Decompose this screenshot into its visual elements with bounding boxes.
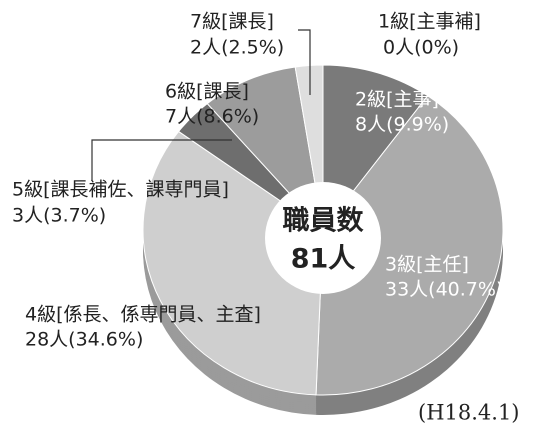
value-label: 3人(3.7%) [12, 205, 106, 227]
slice [315, 95, 504, 396]
value-label: 0人(0%) [383, 37, 459, 59]
slice [206, 66, 324, 232]
category-label: 4級[係長、係専門員、主査] [25, 304, 261, 326]
category-label: 3級[主任] [385, 254, 469, 276]
leader-line [91, 139, 232, 180]
value-label: 7人(8.6%) [165, 106, 259, 128]
value-label: 8人(9.9%) [355, 114, 449, 136]
value-label: 2人(2.5%) [190, 37, 284, 59]
total-label: 81人 [291, 244, 356, 275]
note: (H18.4.1) [418, 401, 520, 425]
center-label: 職員数 [283, 206, 365, 237]
leader-line [298, 29, 311, 95]
category-label: 2級[主事] [355, 89, 439, 111]
category-label: 7級[課長] [190, 11, 274, 33]
center-hole [265, 182, 381, 294]
category-label: 6級[課長] [165, 81, 249, 103]
slice [142, 130, 324, 396]
category-label: 1級[主事補] [378, 11, 481, 33]
category-label: 5級[課長補佐、課専門員] [12, 179, 229, 201]
value-label: 28人(34.6%) [25, 329, 143, 351]
value-label: 33人(40.7%) [385, 279, 503, 301]
